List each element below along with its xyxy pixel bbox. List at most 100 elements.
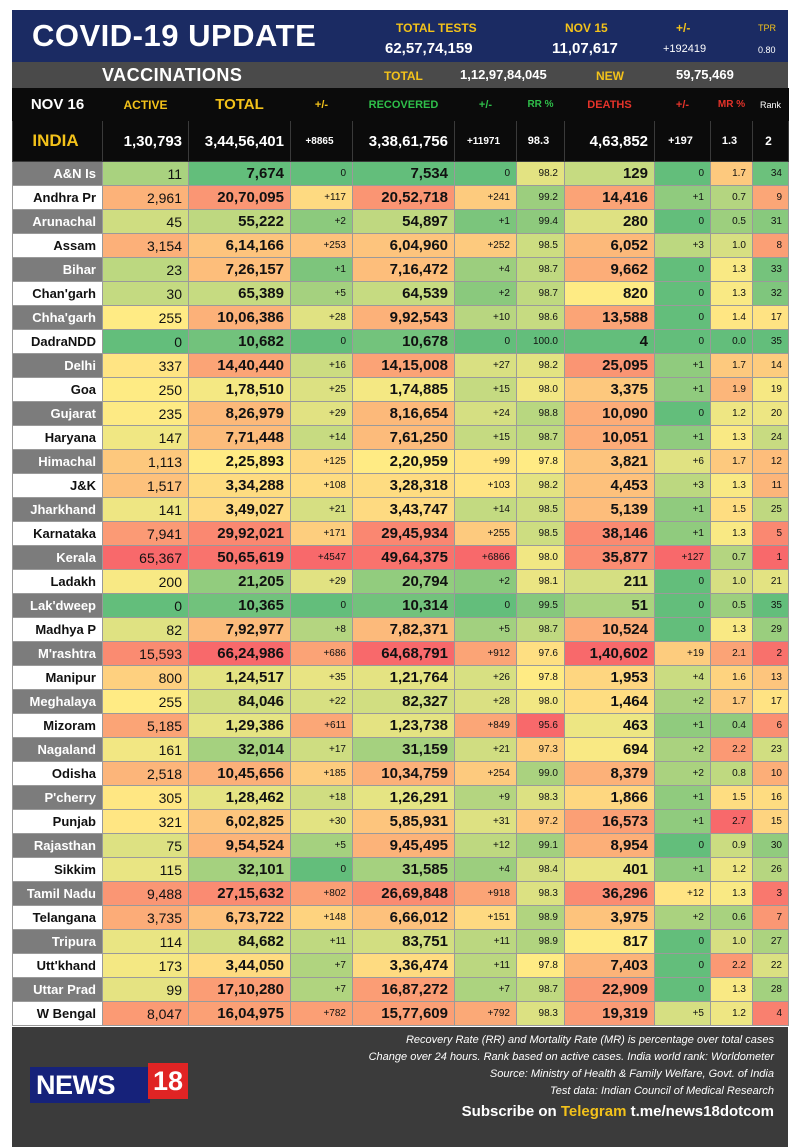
state-data-table: NOV 16 ACTIVE TOTAL +/- RECOVERED +/- RR… [12,88,789,1026]
state-name-cell: Mizoram [12,713,103,738]
state-name-cell: Odisha [12,761,103,786]
active-cases-cell: 337 [102,353,189,378]
rank-cell: 33 [752,257,789,282]
state-row: Jharkhand 141 3,49,027 +21 3,43,747 +14 98.5 5,… [12,497,789,522]
india-name: INDIA [12,120,103,162]
active-cases-cell: 5,185 [102,713,189,738]
recovered-change-cell: +24 [454,401,517,426]
total-change-cell: 0 [290,593,353,618]
total-cases-cell: 6,02,825 [188,809,291,834]
recovery-rate-cell: 99.5 [516,593,565,618]
deaths-cell: 817 [564,929,655,954]
deaths-cell: 1,866 [564,785,655,810]
state-name-cell: Bihar [12,257,103,282]
mortality-rate-cell: 2.2 [710,953,753,978]
total-change-cell: +125 [290,449,353,474]
recovery-rate-cell: 98.0 [516,545,565,570]
rank-cell: 8 [752,233,789,258]
mortality-rate-cell: 1.0 [710,233,753,258]
recovered-change-cell: +252 [454,233,517,258]
deaths-cell: 9,662 [564,257,655,282]
recovered-cell: 83,751 [352,929,455,954]
mortality-rate-cell: 1.3 [710,281,753,306]
col-rank: Rank [752,88,789,121]
active-cases-cell: 15,593 [102,641,189,666]
state-row: A&N Is 11 7,674 0 7,534 0 98.2 129 0 1.7 34 [12,161,789,186]
recovered-cell: 15,77,609 [352,1001,455,1026]
state-row: W Bengal 8,047 16,04,975 +782 15,77,609 +792 9… [12,1001,789,1026]
recovered-change-cell: +912 [454,641,517,666]
recovered-cell: 49,64,375 [352,545,455,570]
deaths-cell: 1,464 [564,689,655,714]
recovery-rate-cell: 99.4 [516,209,565,234]
date-label: NOV 15 [565,21,608,35]
total-change-cell: +253 [290,233,353,258]
active-cases-cell: 75 [102,833,189,858]
india-recovered-change: +11971 [454,120,517,162]
recovery-rate-cell: 99.2 [516,185,565,210]
deaths-change-cell: +2 [654,689,711,714]
recovery-rate-cell: 98.8 [516,401,565,426]
col-active: ACTIVE [102,88,189,121]
recovered-change-cell: +2 [454,569,517,594]
total-change-cell: +5 [290,833,353,858]
active-cases-cell: 200 [102,569,189,594]
total-cases-cell: 84,682 [188,929,291,954]
logo-18-badge: 18 [148,1063,188,1099]
vaccinations-new-value: 59,75,469 [676,67,734,82]
state-name-cell: Lak'dweep [12,593,103,618]
mortality-rate-cell: 1.3 [710,473,753,498]
state-row: Gujarat 235 8,26,979 +29 8,16,654 +24 98.8 10,0… [12,401,789,426]
recovered-cell: 64,539 [352,281,455,306]
deaths-change-cell: +1 [654,377,711,402]
total-cases-cell: 10,365 [188,593,291,618]
recovered-change-cell: +27 [454,353,517,378]
recovered-cell: 16,87,272 [352,977,455,1002]
deaths-change-cell: +3 [654,233,711,258]
recovered-change-cell: +918 [454,881,517,906]
deaths-change-cell: +2 [654,905,711,930]
state-row: Ladakh 200 21,205 +29 20,794 +2 98.1 211 0 1.0 21 [12,569,789,594]
total-cases-cell: 7,92,977 [188,617,291,642]
recovery-rate-cell: 100.0 [516,329,565,354]
mortality-rate-cell: 0.9 [710,833,753,858]
recovered-cell: 20,794 [352,569,455,594]
state-row: Meghalaya 255 84,046 +22 82,327 +28 98.0 1,464 +… [12,689,789,714]
column-header-row: NOV 16 ACTIVE TOTAL +/- RECOVERED +/- RR… [12,88,789,121]
recovery-rate-cell: 97.8 [516,953,565,978]
total-change-cell: +171 [290,521,353,546]
mortality-rate-cell: 0.5 [710,209,753,234]
state-row: Haryana 147 7,71,448 +14 7,61,250 +15 98.7 10,0… [12,425,789,450]
recovery-rate-cell: 98.0 [516,377,565,402]
state-name-cell: Telangana [12,905,103,930]
col-rr: RR % [516,88,565,121]
recovered-change-cell: +5 [454,617,517,642]
recovered-change-cell: +241 [454,185,517,210]
deaths-cell: 3,821 [564,449,655,474]
recovered-change-cell: 0 [454,593,517,618]
total-cases-cell: 32,014 [188,737,291,762]
active-cases-cell: 23 [102,257,189,282]
recovered-cell: 1,21,764 [352,665,455,690]
rank-cell: 29 [752,617,789,642]
recovery-rate-cell: 98.3 [516,1001,565,1026]
state-name-cell: Madhya P [12,617,103,642]
deaths-cell: 38,146 [564,521,655,546]
recovered-change-cell: +99 [454,449,517,474]
total-change-cell: +14 [290,425,353,450]
mortality-rate-cell: 0.7 [710,545,753,570]
total-change-cell: +782 [290,1001,353,1026]
deaths-change-cell: +1 [654,785,711,810]
deaths-change-cell: 0 [654,569,711,594]
state-name-cell: W Bengal [12,1001,103,1026]
mortality-rate-cell: 2.2 [710,737,753,762]
mortality-rate-cell: 1.5 [710,785,753,810]
deaths-cell: 280 [564,209,655,234]
recovered-cell: 14,15,008 [352,353,455,378]
state-row: Madhya P 82 7,92,977 +8 7,82,371 +5 98.7 10,524… [12,617,789,642]
state-name-cell: M'rashtra [12,641,103,666]
india-total: 3,44,56,401 [188,120,291,162]
total-cases-cell: 3,44,050 [188,953,291,978]
recovered-change-cell: +10 [454,305,517,330]
active-cases-cell: 0 [102,329,189,354]
